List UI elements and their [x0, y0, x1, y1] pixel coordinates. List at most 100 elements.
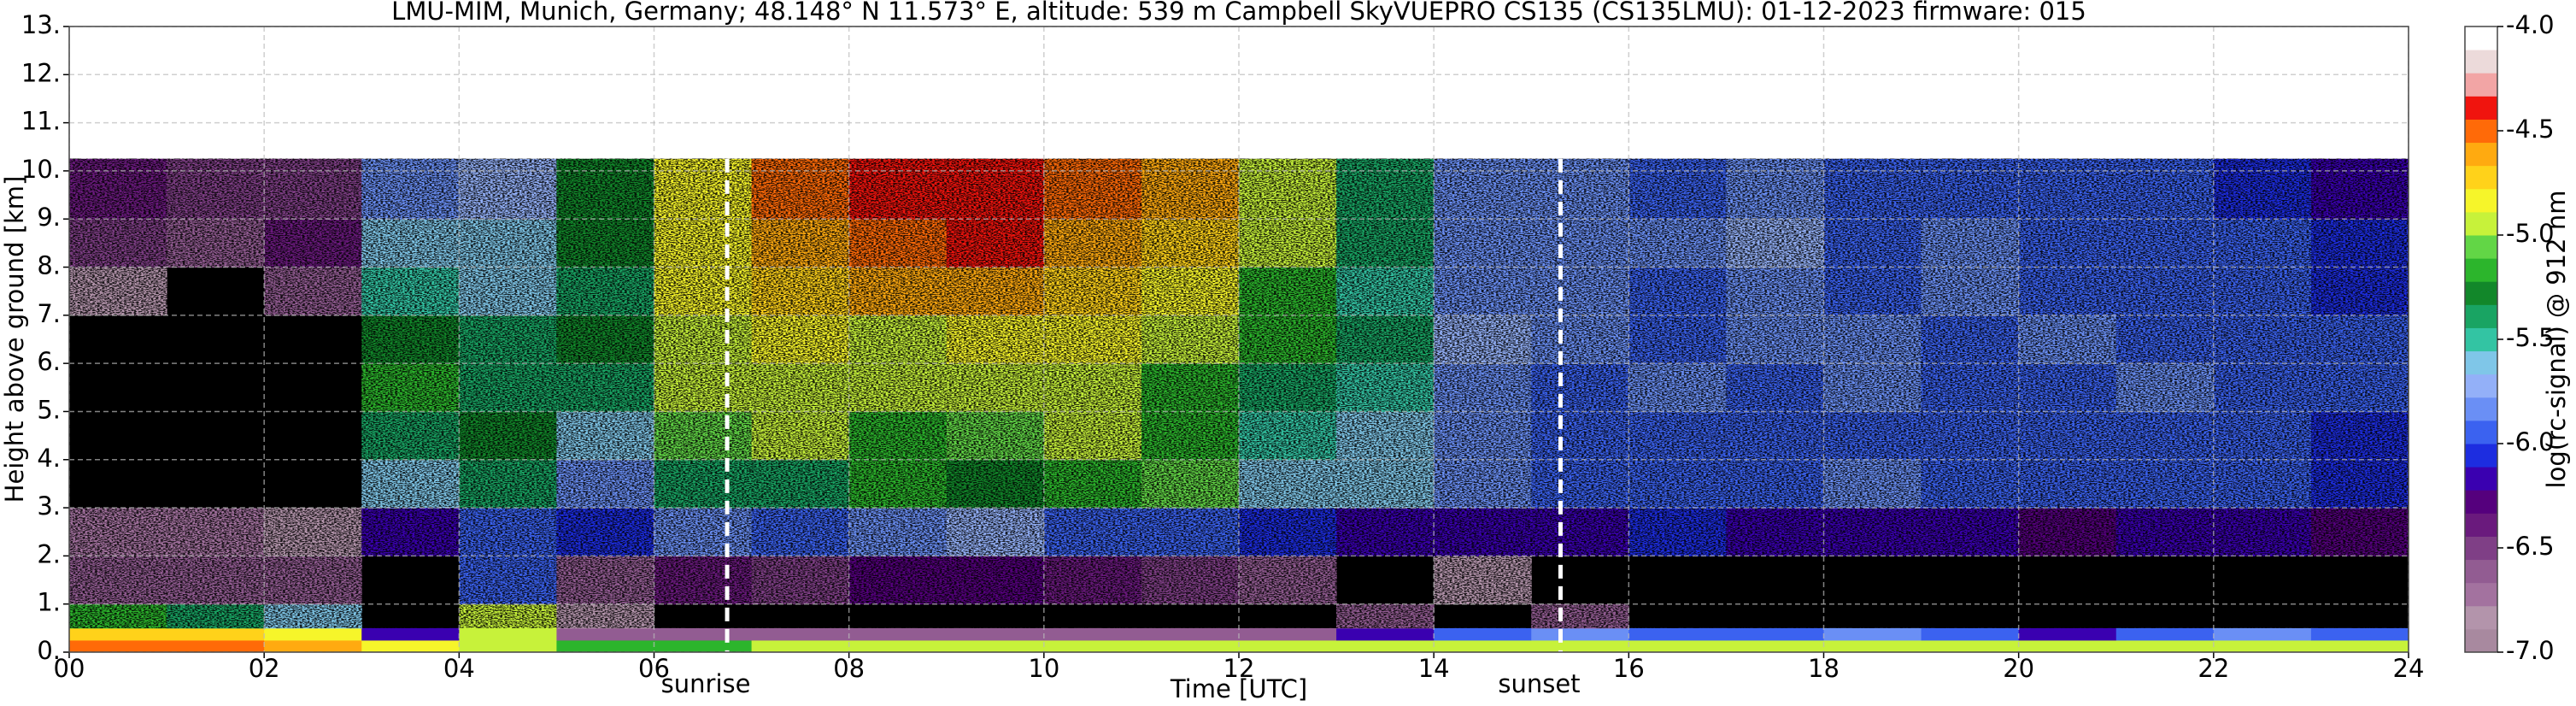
heatmap-cell [946, 627, 1045, 641]
chart-title: LMU-MIM, Munich, Germany; 48.148° N 11.5… [391, 0, 2086, 26]
x-tick-label: 18 [1808, 654, 1840, 683]
heatmap-cell [1336, 639, 1435, 652]
y-axis-label: Height above ground [km] [0, 176, 29, 503]
annotation-label: sunset [1498, 669, 1580, 698]
heatmap-cell [1726, 639, 1824, 652]
colorbar-swatch [2465, 559, 2497, 584]
colorbar-swatch [2465, 350, 2497, 375]
x-tick-label: 08 [833, 654, 865, 683]
colorbar-swatch [2465, 397, 2497, 421]
y-tick-label: 3. [37, 491, 61, 521]
heatmap-cell [848, 627, 948, 641]
y-tick-label: 11. [21, 107, 61, 136]
heatmap-cell [2115, 627, 2215, 641]
annotation-label: sunrise [661, 669, 751, 698]
colorbar-tick-label: -5.5 [2506, 323, 2555, 352]
heatmap-cell [751, 639, 850, 652]
x-tick-label: 22 [2198, 654, 2229, 683]
x-tick-label: 00 [54, 654, 85, 683]
y-tick-label: 8. [37, 251, 61, 280]
heatmap-cell [556, 627, 654, 641]
heatmap-cell [2115, 639, 2215, 652]
y-tick-label: 12. [21, 58, 61, 87]
colorbar-swatch [2465, 444, 2497, 468]
x-tick-label: 12 [1223, 654, 1255, 683]
colorbar-label: log(rc-signal) @ 912 nm [2542, 191, 2571, 489]
colorbar-tick-label: -7.0 [2506, 636, 2555, 665]
plot-frame [68, 26, 2409, 653]
y-tick-label: 6. [37, 347, 61, 376]
colorbar-swatch [2465, 304, 2497, 328]
heatmap-cell [69, 639, 167, 652]
colorbar-swatch [2465, 258, 2497, 282]
heatmap-cell [264, 639, 362, 652]
y-tick-label: 7. [37, 299, 61, 328]
y-tick-label: 2. [37, 539, 61, 568]
x-tick-label: 02 [249, 654, 280, 683]
colorbar-swatch [2465, 96, 2497, 120]
colorbar-swatch [2465, 374, 2497, 398]
heatmap-cell [1531, 627, 1629, 641]
colorbar-swatch [2465, 50, 2497, 74]
colorbar-swatch [2465, 188, 2497, 213]
heatmap-cell [2213, 639, 2312, 652]
heatmap-cell [654, 627, 753, 641]
heatmap-cell [848, 639, 948, 652]
colorbar-swatch [2465, 119, 2497, 144]
y-tick-label: 1. [37, 588, 61, 617]
heatmap-cell [1239, 627, 1337, 641]
heatmap-cell [946, 639, 1045, 652]
colorbar-swatch [2465, 165, 2497, 190]
heatmap-cell [167, 627, 265, 641]
heatmap-cell [556, 639, 654, 652]
heatmap-cell [2213, 627, 2312, 641]
heatmap-cell [1434, 639, 1532, 652]
heatmap-cell [1531, 639, 1629, 652]
heatmap-cell [1823, 627, 1922, 641]
colorbar-tick-label: -6.0 [2506, 427, 2555, 456]
y-tick-label: 13. [21, 10, 61, 39]
heatmap-cell [2018, 627, 2117, 641]
heatmap-cell [1921, 639, 2020, 652]
colorbar-tick-label: -6.5 [2506, 532, 2555, 561]
colorbar-tick-label: -4.0 [2506, 10, 2555, 39]
heatmap-cell [459, 639, 557, 652]
x-tick-label: 04 [443, 654, 475, 683]
colorbar-swatch [2465, 142, 2497, 167]
x-tick-label: 06 [638, 654, 670, 683]
y-tick-label: 0. [37, 636, 61, 665]
y-tick-label: 5. [37, 395, 61, 424]
colorbar-swatch [2465, 420, 2497, 444]
heatmap-cell [1628, 639, 1727, 652]
y-tick-label: 4. [37, 444, 61, 473]
colorbar-swatch [2465, 211, 2497, 236]
heatmap-cell [654, 639, 753, 652]
heatmap-cell [1434, 627, 1532, 641]
colorbar-swatch [2465, 281, 2497, 305]
heatmap-cell [1726, 627, 1824, 641]
colorbar-swatch [2465, 490, 2497, 514]
heatmap-cell [459, 627, 557, 641]
overlay [69, 26, 2409, 652]
heatmap-cell [751, 627, 850, 641]
heatmap-cell [69, 627, 167, 641]
heatmap-cell [1239, 639, 1337, 652]
colorbar-swatch [2465, 73, 2497, 97]
heatmap-cell [1921, 627, 2020, 641]
x-tick-label: 10 [1028, 654, 1059, 683]
heatmap-cell [2018, 639, 2117, 652]
colorbar-swatch [2465, 513, 2497, 537]
x-tick-label: 20 [2003, 654, 2034, 683]
colorbar-swatch [2465, 582, 2497, 607]
heatmap-cell [1043, 639, 1142, 652]
x-tick-label: 14 [1418, 654, 1450, 683]
heatmap-cell [1336, 627, 1435, 641]
heatmap-cell [1141, 639, 1240, 652]
heatmap-cell [1141, 627, 1240, 641]
colorbar-swatch [2465, 235, 2497, 259]
colorbar-swatch [2465, 467, 2497, 491]
heatmap-cell [2310, 639, 2409, 652]
x-axis-label: Time [UTC] [1170, 674, 1307, 703]
heatmap-cell [2310, 627, 2409, 641]
